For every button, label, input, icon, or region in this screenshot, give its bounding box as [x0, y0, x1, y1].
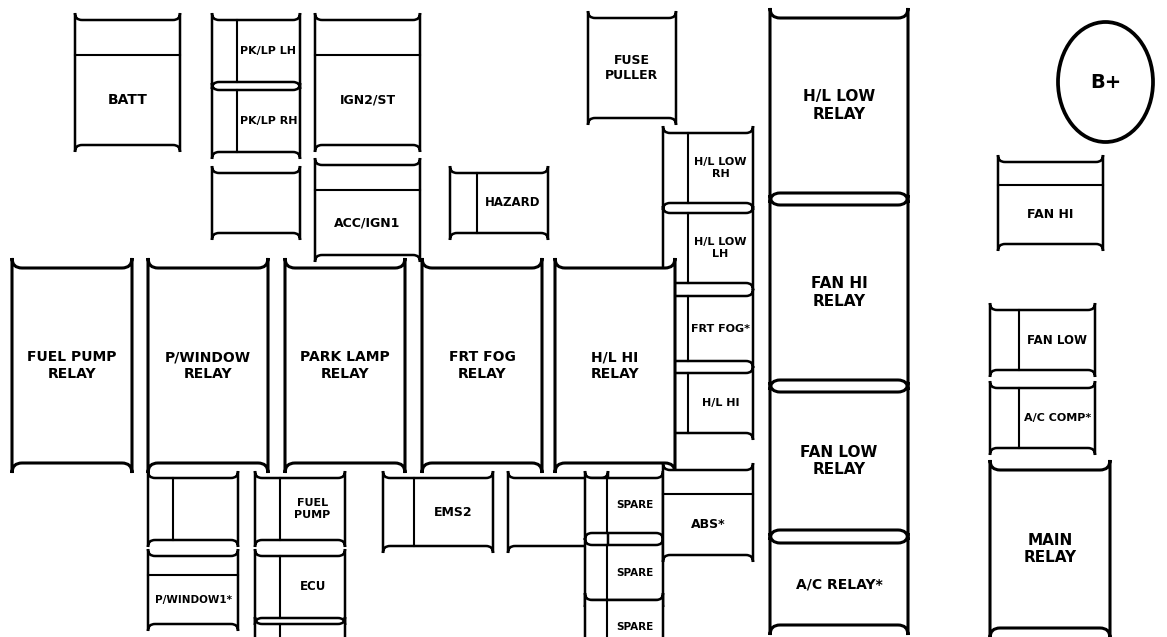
Text: A/C COMP*: A/C COMP*	[1023, 413, 1091, 423]
Text: PK/LP LH: PK/LP LH	[240, 46, 296, 56]
FancyBboxPatch shape	[383, 471, 492, 553]
Text: ABS*: ABS*	[691, 518, 726, 531]
Text: H/L HI: H/L HI	[701, 398, 740, 408]
Text: BATT: BATT	[107, 93, 147, 107]
Text: H/L HI
RELAY: H/L HI RELAY	[591, 350, 640, 380]
FancyBboxPatch shape	[285, 258, 405, 473]
FancyBboxPatch shape	[256, 471, 345, 547]
Text: H/L LOW
RELAY: H/L LOW RELAY	[803, 89, 875, 122]
Text: SPARE: SPARE	[616, 622, 654, 633]
FancyBboxPatch shape	[990, 303, 1095, 377]
FancyBboxPatch shape	[212, 13, 300, 89]
Text: MAIN
RELAY: MAIN RELAY	[1023, 533, 1077, 565]
Text: FAN LOW: FAN LOW	[1027, 334, 1088, 347]
Ellipse shape	[1058, 22, 1153, 142]
FancyBboxPatch shape	[585, 538, 663, 607]
FancyBboxPatch shape	[212, 166, 300, 240]
FancyBboxPatch shape	[588, 11, 676, 125]
Text: IGN2/ST: IGN2/ST	[340, 94, 396, 106]
Text: ECU: ECU	[300, 580, 326, 594]
Text: A/C RELAY*: A/C RELAY*	[796, 577, 882, 591]
Text: HAZARD: HAZARD	[485, 196, 540, 210]
Text: ACC/IGN1: ACC/IGN1	[334, 216, 400, 229]
FancyBboxPatch shape	[256, 549, 345, 625]
Text: SPARE: SPARE	[616, 501, 654, 510]
FancyBboxPatch shape	[770, 8, 908, 203]
Text: FUEL PUMP
RELAY: FUEL PUMP RELAY	[27, 350, 117, 380]
Text: FUSE
PULLER: FUSE PULLER	[606, 54, 658, 82]
FancyBboxPatch shape	[148, 471, 238, 547]
Text: PARK LAMP
RELAY: PARK LAMP RELAY	[300, 350, 390, 380]
FancyBboxPatch shape	[998, 155, 1103, 251]
FancyBboxPatch shape	[148, 549, 238, 631]
Text: SPARE: SPARE	[616, 568, 654, 578]
FancyBboxPatch shape	[422, 258, 541, 473]
FancyBboxPatch shape	[770, 382, 908, 540]
FancyBboxPatch shape	[12, 258, 132, 473]
FancyBboxPatch shape	[315, 158, 420, 262]
FancyBboxPatch shape	[770, 195, 908, 390]
Text: FAN HI: FAN HI	[1027, 208, 1074, 221]
FancyBboxPatch shape	[315, 13, 420, 152]
Text: P/WINDOW
RELAY: P/WINDOW RELAY	[165, 350, 251, 380]
FancyBboxPatch shape	[75, 13, 180, 152]
Text: PK/LP RH: PK/LP RH	[239, 116, 298, 126]
FancyBboxPatch shape	[585, 593, 663, 637]
Text: FAN LOW
RELAY: FAN LOW RELAY	[801, 445, 878, 477]
FancyBboxPatch shape	[990, 460, 1110, 637]
Text: FAN HI
RELAY: FAN HI RELAY	[811, 276, 867, 309]
Text: FRT FOG
RELAY: FRT FOG RELAY	[448, 350, 516, 380]
Text: EMS2: EMS2	[434, 506, 473, 519]
FancyBboxPatch shape	[663, 206, 753, 290]
Text: FRT FOG*: FRT FOG*	[691, 324, 750, 334]
FancyBboxPatch shape	[663, 126, 753, 210]
FancyBboxPatch shape	[450, 166, 548, 240]
Text: H/L LOW
RH: H/L LOW RH	[694, 157, 747, 179]
Text: H/L LOW
LH: H/L LOW LH	[694, 237, 747, 259]
FancyBboxPatch shape	[256, 617, 345, 637]
FancyBboxPatch shape	[663, 289, 753, 368]
FancyBboxPatch shape	[508, 471, 608, 553]
FancyBboxPatch shape	[663, 463, 753, 562]
FancyBboxPatch shape	[148, 258, 268, 473]
Text: FUEL
PUMP: FUEL PUMP	[294, 498, 330, 520]
Text: P/WINDOW1*: P/WINDOW1*	[154, 594, 231, 605]
Text: B+: B+	[1090, 73, 1121, 92]
FancyBboxPatch shape	[770, 533, 908, 635]
FancyBboxPatch shape	[990, 381, 1095, 455]
FancyBboxPatch shape	[212, 83, 300, 159]
FancyBboxPatch shape	[555, 258, 675, 473]
FancyBboxPatch shape	[585, 471, 663, 540]
FancyBboxPatch shape	[663, 366, 753, 440]
